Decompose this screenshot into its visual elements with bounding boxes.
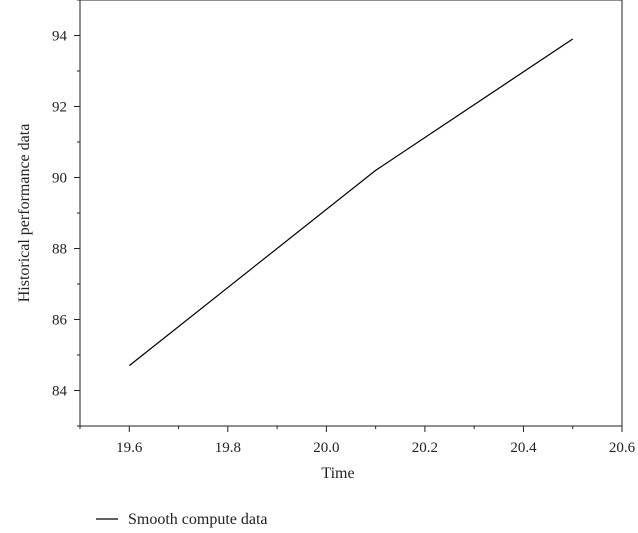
y-tick-label: 88 (52, 242, 67, 258)
x-axis-title: Time (321, 465, 354, 482)
y-axis-title: Historical performance data (16, 124, 33, 303)
x-tick-label: 20.0 (313, 440, 339, 456)
x-axis-ticks: 19.6 19.8 20.0 20.2 20.4 20.6 (79, 426, 636, 456)
series-layer (128, 38, 574, 367)
series-line (128, 38, 574, 367)
y-tick-label: 90 (52, 171, 67, 187)
plot-area-frame (79, 0, 623, 427)
legend-label: Smooth compute data (128, 511, 268, 528)
y-tick-label: 92 (52, 100, 67, 116)
y-tick-label: 86 (52, 313, 68, 329)
x-tick-label: 20.2 (412, 440, 438, 456)
y-axis-ticks: 84 86 88 90 92 94 (52, 0, 80, 427)
y-tick-label: 84 (52, 384, 68, 400)
x-tick-label: 19.6 (116, 440, 143, 456)
x-tick-label: 19.8 (215, 440, 241, 456)
legend: Smooth compute data (96, 511, 268, 528)
x-tick-label: 20.6 (609, 440, 636, 456)
x-tick-label: 20.4 (510, 440, 537, 456)
y-tick-label: 94 (52, 29, 68, 45)
